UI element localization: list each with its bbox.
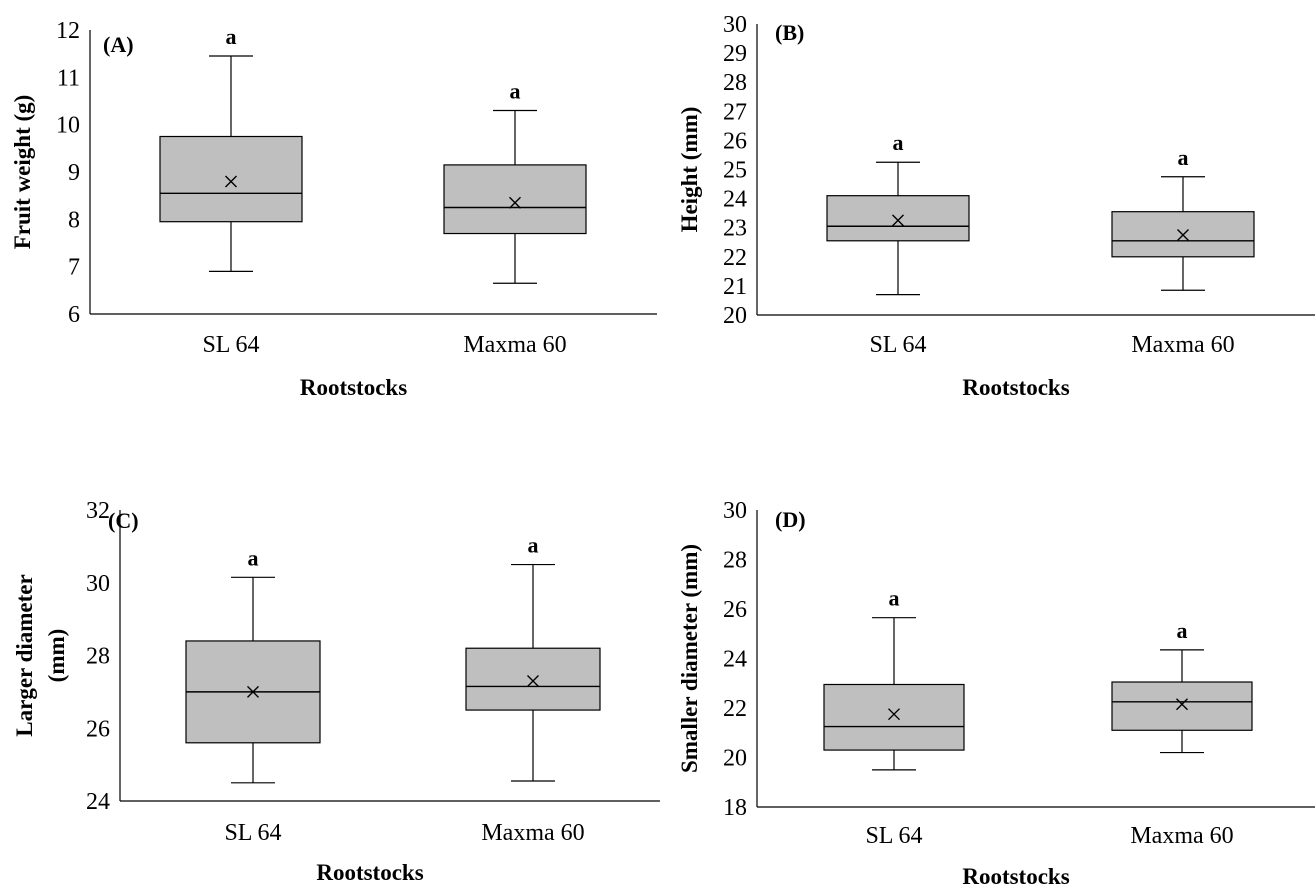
- panel-b-y-tick-label: 30: [723, 12, 747, 38]
- panel-a-label: (A): [103, 32, 134, 57]
- panel-b-label: (B): [775, 20, 804, 45]
- panel-a-category-label: SL 64: [202, 332, 259, 358]
- panel-c-category-label: Maxma 60: [481, 820, 584, 846]
- panel-c-y-tick-label: 28: [86, 644, 110, 670]
- panel-a-box-1-significance-letter: a: [226, 24, 237, 49]
- panel-a-y-tick-label: 11: [57, 65, 80, 91]
- panel-d-y-tick-label: 18: [723, 795, 747, 821]
- panel-b-y-tick-label: 23: [723, 216, 747, 242]
- panel-d-box-2-mean-marker: [1176, 698, 1188, 711]
- panel-a-y-tick-label: 12: [56, 18, 80, 44]
- panel-d-category-label: SL 64: [865, 823, 922, 849]
- panel-b-x-axis-title: Rootstocks: [962, 375, 1069, 400]
- panel-a-y-tick-label: 6: [68, 302, 80, 328]
- panel-b-y-tick-label: 26: [723, 128, 747, 154]
- panel-d-x-axis-title: Rootstocks: [962, 864, 1069, 886]
- panel-b-box-2-significance-letter: a: [1178, 145, 1189, 170]
- panel-b-category-label: SL 64: [869, 332, 926, 358]
- panel-a-box-2-iqr-box: [443, 164, 587, 235]
- panel-d-y-tick-label: 28: [723, 548, 747, 574]
- panel-d-y-tick-label: 20: [723, 746, 747, 772]
- panel-a-y-tick-label: 7: [68, 255, 80, 281]
- panel-b-category-label: Maxma 60: [1131, 332, 1234, 358]
- panel-d-box-1-significance-letter: a: [889, 586, 900, 611]
- panel-d-box-2-iqr-box: [1111, 681, 1253, 731]
- panel-a-box-2-mean-marker: [509, 196, 521, 209]
- panel-a-y-tick-label: 10: [56, 113, 80, 139]
- panel-d-box-1-iqr-box: [823, 683, 965, 751]
- panel-b-y-tick-label: 29: [723, 41, 747, 67]
- panel-b-y-tick-label: 20: [723, 303, 747, 329]
- panel-d-y-tick-label: 30: [723, 498, 747, 524]
- panel-b-box-1-significance-letter: a: [893, 130, 904, 155]
- panel-b-y-tick-label: 21: [723, 274, 747, 300]
- panel-b-box-1-mean-marker: [892, 214, 904, 227]
- panel-b-y-tick-label: 28: [723, 70, 747, 96]
- panel-b-y-tick-label: 27: [723, 99, 747, 125]
- panel-d-box-2-significance-letter: a: [1177, 618, 1188, 643]
- panel-b-y-tick-label: 24: [723, 187, 747, 213]
- panel-c-box-2-mean-marker: [527, 674, 539, 687]
- panel-a-box-1-iqr-box: [159, 135, 303, 223]
- panel-c-box-2-iqr-box: [465, 647, 601, 711]
- panel-d-y-tick-label: 22: [723, 696, 747, 722]
- panel-c-x-axis-title: Rootstocks: [316, 860, 423, 885]
- panel-b-y-tick-label: 22: [723, 245, 747, 271]
- panel-c-y-axis-title-line1: Larger diameter: [12, 574, 37, 736]
- panel-a-y-axis-title: Fruit weight (g): [10, 95, 35, 250]
- panel-d-y-axis-title: Smaller diameter (mm): [677, 544, 702, 773]
- panel-a-category-label: Maxma 60: [463, 332, 566, 358]
- panel-d-box-1-mean-marker: [888, 708, 900, 721]
- panel-c-y-axis-title-line2: (mm): [44, 629, 69, 683]
- panel-b-box-2-mean-marker: [1177, 228, 1189, 241]
- panel-c-box-1-significance-letter: a: [248, 545, 259, 570]
- panel-b-y-axis-title: Height (mm): [677, 107, 702, 233]
- panel-d-y-tick-label: 26: [723, 597, 747, 623]
- panel-c-y-tick-label: 30: [86, 571, 110, 597]
- panel-c-category-label: SL 64: [224, 820, 281, 846]
- panel-a-x-axis-title: Rootstocks: [300, 375, 407, 400]
- panel-d-y-tick-label: 24: [723, 647, 747, 673]
- panel-a-box-1-mean-marker: [225, 175, 237, 188]
- panel-b-box-1-iqr-box: [826, 195, 970, 242]
- panel-a-y-tick-label: 8: [68, 207, 80, 233]
- panel-c-box-1-mean-marker: [247, 685, 259, 698]
- panel-b-y-tick-label: 25: [723, 158, 747, 184]
- panel-c-y-tick-label: 26: [86, 716, 110, 742]
- panel-c-y-tick-label: 24: [86, 789, 110, 815]
- panel-a-box-2-significance-letter: a: [510, 78, 521, 103]
- panel-a-y-tick-label: 9: [68, 160, 80, 186]
- panel-c-y-tick-label: 32: [86, 498, 110, 524]
- panel-d-label: (D): [775, 507, 806, 532]
- panel-c-box-2-significance-letter: a: [528, 533, 539, 558]
- panel-c-label: (C): [108, 508, 139, 533]
- panel-d-category-label: Maxma 60: [1130, 823, 1233, 849]
